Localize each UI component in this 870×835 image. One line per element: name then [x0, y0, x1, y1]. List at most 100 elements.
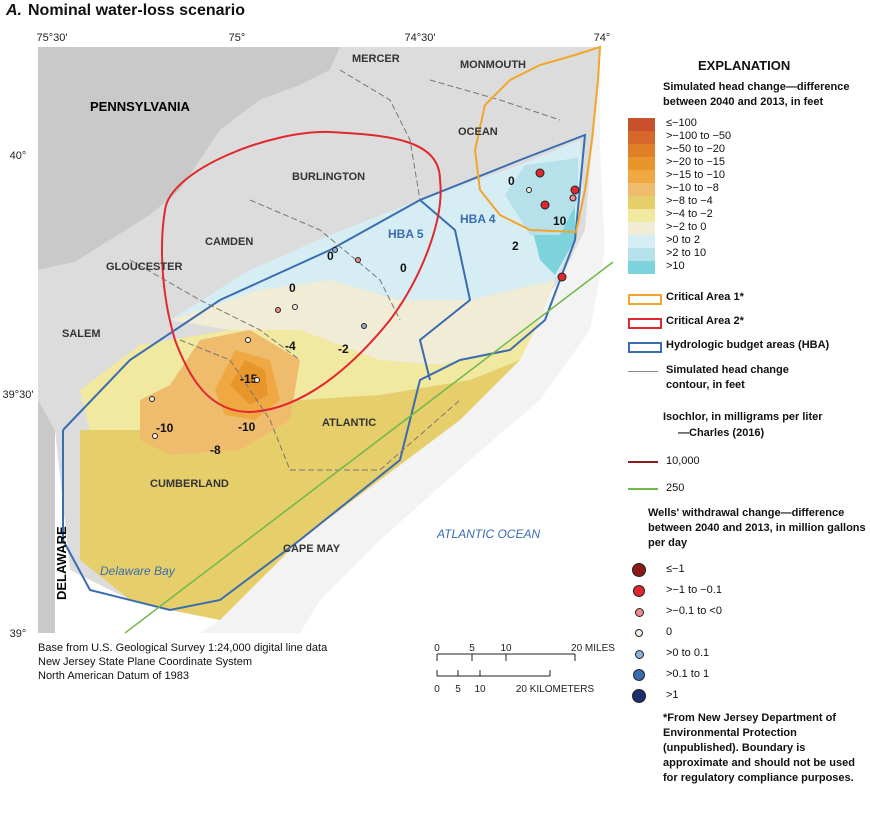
county-cumberland: CUMBERLAND	[150, 478, 229, 490]
credit-line: Base from U.S. Geological Survey 1:24,00…	[38, 642, 328, 654]
well-marker	[557, 272, 567, 282]
hba-label: Hydrologic budget areas (HBA)	[666, 339, 830, 351]
well-marker	[355, 257, 361, 263]
title-text: Nominal water-loss scenario	[28, 2, 245, 19]
lon-tick-3: 74°30'	[405, 32, 436, 44]
county-camden: CAMDEN	[205, 236, 253, 248]
well-marker	[292, 304, 298, 310]
county-gloucester: GLOUCESTER	[106, 261, 182, 273]
pennsylvania-land	[38, 47, 340, 270]
contour-label: 0	[400, 261, 407, 275]
contour-label: -2	[338, 342, 349, 356]
credit-line: North American Datum of 1983	[38, 670, 190, 682]
label-hba4: HBA 4	[460, 212, 496, 226]
county-salem: SALEM	[62, 328, 101, 340]
well-marker	[245, 337, 251, 343]
county-mercer: MERCER	[352, 53, 400, 65]
head-change-title: Simulated head change—difference between…	[663, 81, 850, 108]
isochlor-10000-swatch	[628, 461, 658, 463]
ocean	[300, 47, 613, 633]
head-class-swatch	[628, 157, 655, 170]
well-symbol	[633, 669, 645, 681]
lon-tick-2: 75°	[229, 32, 246, 44]
head-class-swatch	[628, 118, 655, 131]
head-class-label: >−20 to −15	[666, 156, 726, 168]
contour-label: 0	[327, 249, 334, 263]
head-zone-hba5-plus	[170, 200, 470, 320]
head-class-swatch	[628, 222, 655, 235]
hba4-divider	[418, 199, 472, 381]
credit-line: New Jersey State Plane Coordinate System	[38, 656, 252, 668]
hba-swatch	[628, 342, 662, 353]
scale-km: 20 KILOMETERS	[516, 684, 595, 695]
well-symbol-label: >0.1 to 1	[666, 668, 710, 680]
head-class-swatch	[628, 209, 655, 222]
hba-boundary	[62, 133, 587, 612]
well-marker	[275, 307, 281, 313]
well-symbol	[632, 689, 646, 703]
lat-tick-3: 39°	[10, 628, 27, 640]
well-marker	[332, 247, 338, 253]
isochlor-250-label: 250	[666, 482, 685, 494]
delaware-land	[38, 400, 55, 633]
head-class-label: >−50 to −20	[666, 143, 726, 155]
scale-miles: 0	[434, 643, 440, 654]
state-delaware: DELAWARE	[54, 526, 69, 600]
well-symbol-label: 0	[666, 626, 673, 638]
head-class-label: >−10 to −8	[666, 182, 719, 194]
contour-label: -10	[156, 421, 174, 435]
critical-area-2	[161, 130, 442, 414]
head-class-swatch	[628, 183, 655, 196]
contour-label: -8	[210, 443, 221, 457]
head-class-label: >2 to 10	[666, 247, 707, 259]
lat-tick-1: 40°	[10, 150, 27, 162]
head-zone-minus20-15	[230, 360, 268, 405]
scale-bar: 0 5 10 20 MILES 0 5 10 20 KILOMETERS	[434, 643, 615, 695]
head-class-swatch	[628, 235, 655, 248]
contour-label: -4	[285, 339, 296, 353]
isochlor-10000-label: 10,000	[666, 455, 700, 467]
well-marker	[149, 396, 155, 402]
contour-label: 2	[512, 239, 519, 253]
well-symbol-label: >1	[666, 689, 679, 701]
lon-tick-1: 75°30'	[37, 32, 68, 44]
scale-km: 10	[474, 684, 486, 695]
head-class-swatch	[628, 248, 655, 261]
critical-area-1-swatch	[628, 294, 662, 305]
footnote: *From New Jersey Department of Environme…	[663, 712, 855, 784]
head-class-label: >−2 to 0	[666, 221, 707, 233]
well-symbol-label: >0 to 0.1	[666, 647, 710, 659]
scale-miles: 20 MILES	[571, 643, 615, 654]
head-class-swatch	[628, 170, 655, 183]
well-symbol-label: >−1 to −0.1	[666, 584, 722, 596]
county-ocean: OCEAN	[458, 126, 498, 138]
contour-label: 0	[289, 281, 296, 295]
well-symbol-label: >−0.1 to <0	[666, 605, 722, 617]
well-marker	[570, 185, 580, 195]
isochlor-250-swatch	[628, 488, 658, 490]
isochlor-title: Isochlor, in milligrams per liter	[663, 411, 823, 423]
well-marker	[569, 194, 577, 202]
head-class-swatch	[628, 131, 655, 144]
head-zone-minus2-0	[170, 280, 555, 365]
contour-label: -15	[240, 372, 258, 386]
map-title: A. Nominal water-loss scenario	[6, 2, 245, 20]
head-class-label: >10	[666, 260, 685, 272]
head-class-label: ≤−100	[666, 117, 697, 129]
lon-tick-4: 74°	[594, 32, 611, 44]
well-marker	[254, 377, 260, 383]
well-symbol	[632, 563, 646, 577]
head-class-label: >−15 to −10	[666, 169, 726, 181]
contour-label: 10	[553, 214, 567, 228]
panel-letter: A.	[6, 2, 22, 19]
county-atlantic: ATLANTIC	[322, 417, 376, 429]
well-symbol	[634, 607, 644, 617]
well-symbol	[633, 585, 645, 597]
label-delaware-bay: Delaware Bay	[100, 564, 176, 578]
contour-label: -10	[238, 420, 256, 434]
critical-area-2-swatch	[628, 318, 662, 329]
head-class-label: >0 to 2	[666, 234, 700, 246]
well-symbol-label: ≤−1	[666, 563, 685, 575]
head-class-swatch	[628, 196, 655, 209]
